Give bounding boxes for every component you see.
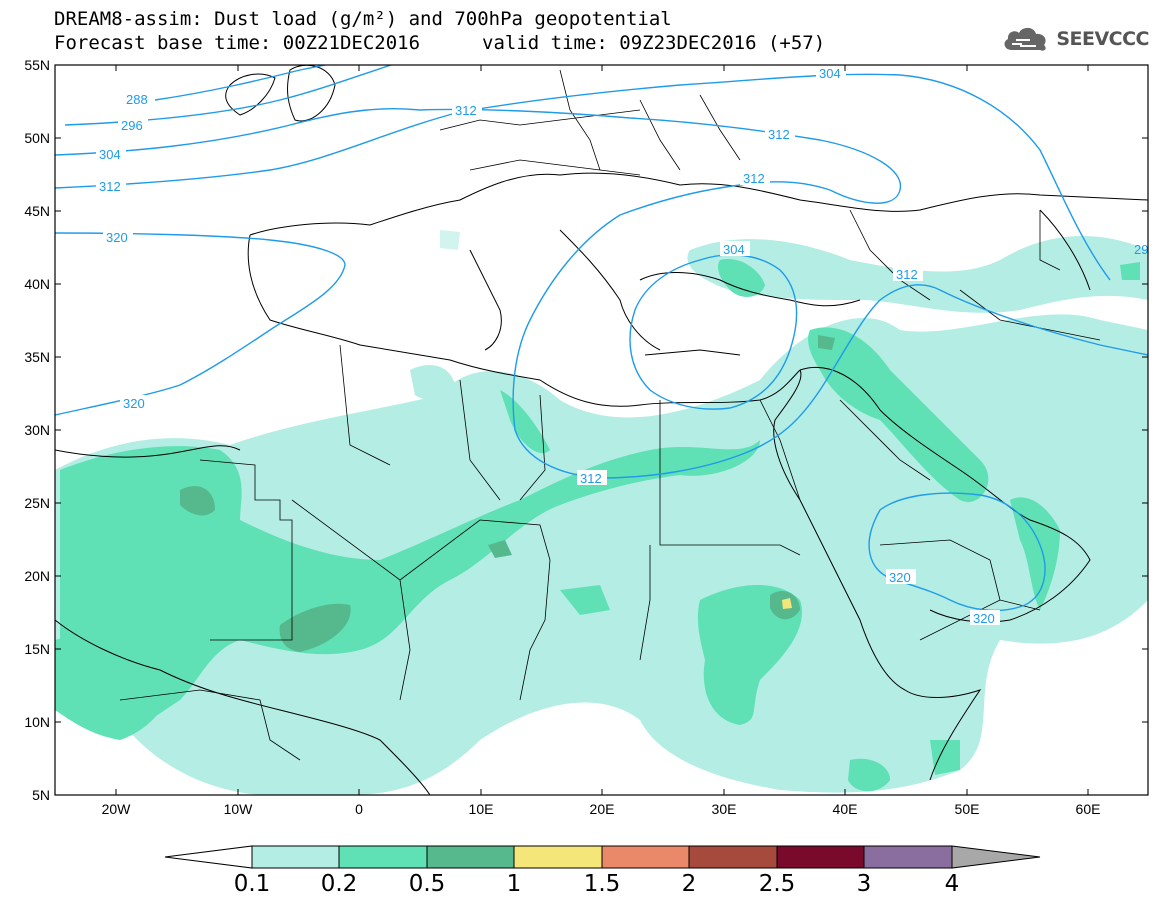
colorbar-segment: [776, 845, 865, 869]
time-info: Forecast base time: 00Z21DEC2016 valid ti…: [54, 32, 825, 54]
colorbar-segment: [601, 845, 690, 869]
contour-label: 312: [455, 103, 477, 118]
lon-label: 60E: [1075, 801, 1101, 817]
lat-label: 15N: [24, 641, 50, 657]
contour-label: 320: [123, 396, 145, 411]
lon-label: 40E: [832, 801, 858, 817]
contour-label: 312: [99, 179, 121, 194]
colorbar-tick-label: 1: [506, 871, 522, 897]
lat-label: 5N: [32, 787, 50, 803]
colorbar-segment: [863, 845, 953, 869]
lon-label: 10W: [223, 801, 253, 817]
forecast-base-time: Forecast base time: 00Z21DEC2016: [54, 32, 421, 54]
lon-label: 20W: [101, 801, 131, 817]
geopotential-contours: [55, 65, 1148, 612]
axis-ticks: [55, 64, 1148, 795]
lat-label: 10N: [24, 714, 50, 730]
lat-label: 55N: [24, 57, 50, 73]
contour-label: 312: [896, 267, 918, 282]
contour-label: 288: [126, 92, 148, 107]
colorbar-tick-label: 0.2: [320, 871, 358, 897]
colorbar-tick-label: 3: [856, 871, 872, 897]
contour-label: 320: [889, 570, 911, 585]
colorbar-tick-label: 0.1: [233, 871, 271, 897]
colorbar-segment: [513, 845, 603, 869]
contour-label: 312: [743, 171, 765, 186]
lon-label: 10E: [468, 801, 494, 817]
contour-label: 29: [1134, 242, 1148, 257]
contour-label: 320: [106, 230, 128, 245]
lat-label: 40N: [24, 276, 50, 292]
valid-time: valid time: 09Z23DEC2016 (+57): [482, 32, 826, 54]
lon-label: 0: [355, 801, 363, 817]
coastlines: [55, 65, 1148, 795]
contour-label: 304: [819, 66, 841, 81]
lat-label: 35N: [24, 349, 50, 365]
lon-label: 30E: [711, 801, 737, 817]
lon-label: 20E: [589, 801, 615, 817]
dust-peak-spot: [782, 598, 792, 609]
colorbar-segment: [426, 845, 515, 869]
dust-high-layer: [180, 335, 835, 652]
logo-text: SEEVCCC: [1056, 28, 1149, 50]
contour-label: 304: [723, 242, 745, 257]
colorbar-tick-label: 1.5: [583, 871, 621, 897]
contour-label: 312: [580, 471, 602, 486]
colorbar-tick-label: 4: [944, 871, 960, 897]
lat-label: 50N: [24, 130, 50, 146]
country-borders: [119, 69, 1101, 761]
contour-label: 312: [768, 127, 790, 142]
dust-mid-layer: [55, 259, 1140, 792]
contour-label: 320: [973, 611, 995, 626]
colorbar-tick-label: 0.5: [408, 871, 446, 897]
lat-label: 30N: [24, 422, 50, 438]
contour-labels: 288 296 304 312 320 312 304 312 312 304 …: [96, 65, 1148, 626]
colorbar-tick-label: 2.5: [758, 871, 796, 897]
colorbar-low-arrow: [164, 845, 253, 869]
colorbar-segment: [338, 845, 428, 869]
seevccc-logo: SEEVCCC: [1000, 24, 1149, 54]
cloud-icon: [1004, 27, 1046, 51]
colorbar-tick-label: 2: [681, 871, 697, 897]
lat-label: 25N: [24, 495, 50, 511]
lon-label: 50E: [954, 801, 980, 817]
lat-label: 20N: [24, 568, 50, 584]
contour-label: 296: [121, 118, 143, 133]
colorbar: [164, 845, 1041, 869]
map-area: 288 296 304 312 320 312 304 312 312 304 …: [55, 65, 1148, 795]
colorbar-segment: [251, 845, 340, 869]
map-title: DREAM8-assim: Dust load (g/m²) and 700hP…: [54, 8, 672, 30]
colorbar-high-arrow: [951, 845, 1041, 869]
lat-label: 45N: [24, 203, 50, 219]
contour-label: 304: [99, 147, 121, 162]
colorbar-segment: [688, 845, 778, 869]
